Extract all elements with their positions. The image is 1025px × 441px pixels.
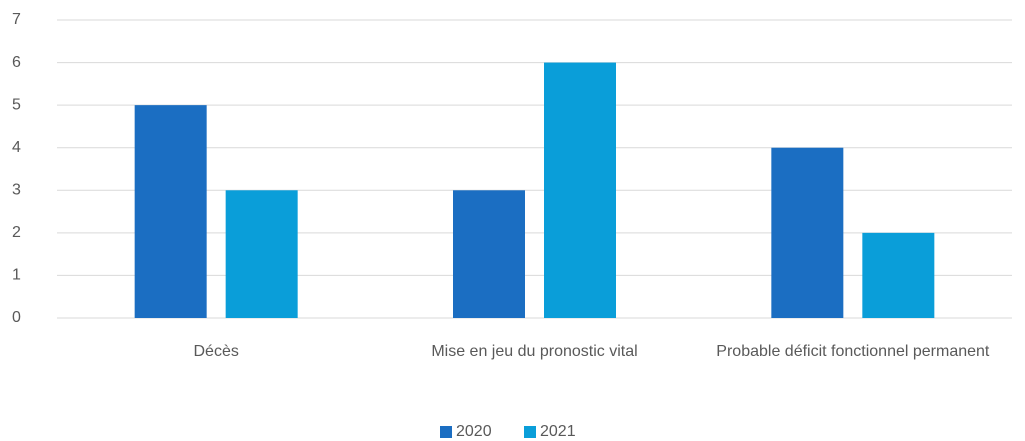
- bar: [862, 232, 935, 318]
- x-tick-label: Décès: [193, 343, 238, 360]
- y-tick-label: 1: [12, 267, 21, 284]
- legend-label: 2020: [456, 423, 492, 440]
- x-tick-label: Probable déficit fonctionnel permanent: [716, 343, 990, 360]
- bar: [453, 190, 525, 318]
- bar: [225, 190, 298, 318]
- y-tick-label: 0: [12, 309, 21, 326]
- bar: [771, 147, 844, 318]
- y-tick-label: 5: [12, 96, 21, 113]
- y-tick-label: 4: [12, 139, 21, 156]
- legend-swatch: [524, 426, 536, 438]
- legend-label: 2021: [540, 423, 576, 440]
- bar: [544, 62, 616, 319]
- y-tick-label: 3: [12, 182, 21, 199]
- legend-swatch: [440, 426, 452, 438]
- x-tick-label: Mise en jeu du pronostic vital: [431, 343, 637, 360]
- y-tick-label: 2: [12, 224, 21, 241]
- bar: [134, 105, 207, 319]
- y-tick-label: 6: [12, 54, 21, 71]
- y-tick-label: 7: [12, 11, 21, 28]
